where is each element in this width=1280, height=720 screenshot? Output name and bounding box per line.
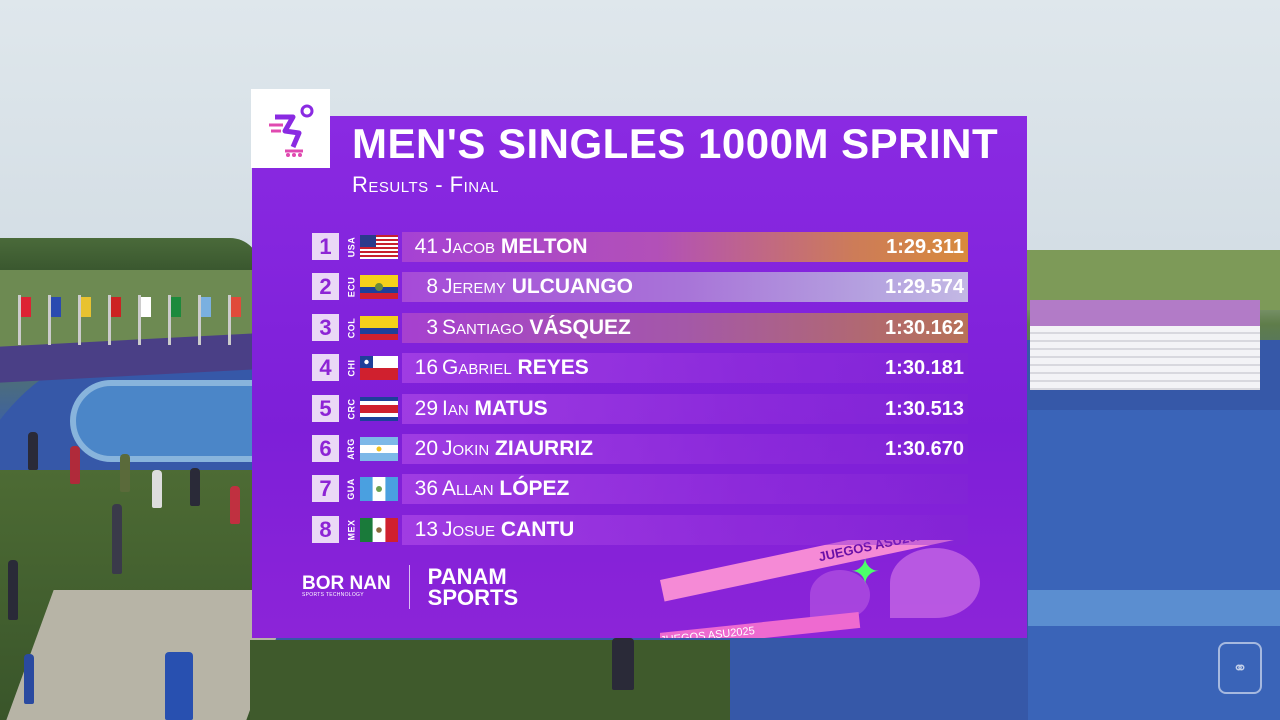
event-title: MEN'S SINGLES 1000M SPRINT [352, 120, 999, 167]
position-badge: 1 [312, 233, 339, 260]
result-bar [402, 514, 968, 545]
country-code: ECU [346, 277, 357, 298]
position-badge: 5 [312, 394, 339, 422]
spectator [152, 470, 162, 508]
result-time: 1:30.162 [885, 316, 964, 339]
athlete-name: Gabriel REYES [442, 356, 589, 380]
spectator [230, 486, 240, 524]
roller-skater-icon [268, 104, 313, 157]
costa-rica-flag-icon [360, 396, 398, 421]
bib-number: 3 [426, 315, 438, 339]
position-badge: 3 [312, 313, 339, 341]
spectator [612, 638, 634, 690]
position-badge: 2 [312, 273, 339, 301]
result-row: 1 USA 41 Jacob MELTON 1:29.311 [312, 232, 972, 262]
usa-flag-icon [360, 235, 398, 259]
olympic-rings-watermark-icon: ⚭ [1218, 642, 1262, 694]
roller-sports-logo [251, 89, 330, 168]
position-badge: 7 [312, 475, 339, 503]
colombia-flag-icon [360, 315, 398, 340]
spectator [190, 468, 200, 506]
country-code: CRC [346, 398, 356, 420]
result-row: 5 CRC 29 Ian MATUS 1:30.513 [312, 393, 972, 424]
spectator [24, 654, 34, 704]
bib-number: 41 [414, 235, 438, 258]
bornan-logo: BOR NAN SPORTS TECHNOLOGY [302, 573, 391, 598]
result-bar [402, 433, 968, 464]
spectator [8, 560, 18, 620]
athlete-name: Santiago VÁSQUEZ [442, 315, 631, 339]
bib-number: 8 [426, 275, 438, 299]
athlete-name: Jeremy ULCUANGO [442, 275, 634, 299]
spectator [70, 446, 80, 484]
country-code: CHI [346, 359, 356, 377]
guatemala-flag-icon [360, 477, 398, 502]
athlete-name: Jacob MELTON [442, 235, 588, 258]
result-bar [402, 474, 968, 505]
skating-track [1028, 410, 1280, 720]
bib-number: 20 [414, 436, 438, 460]
result-bar [402, 353, 968, 384]
result-time: 1:29.574 [885, 276, 964, 299]
result-bar [402, 272, 968, 303]
result-time: 1:30.513 [885, 397, 964, 420]
country-code: USA [346, 236, 357, 258]
position-badge: 8 [312, 515, 339, 543]
results-list: 1 USA 41 Jacob MELTON 1:29.311 2 ECU 8 J… [312, 232, 972, 555]
result-time: 1:30.670 [885, 437, 964, 460]
chile-flag-icon [360, 356, 398, 381]
sponsor-logos: BOR NAN SPORTS TECHNOLOGY PANAM SPORTS [302, 562, 528, 612]
juegos-asu-decoration: ✦ JUEGOS ASU2025 • JUEGOS ASU2025 • JUEG… [660, 540, 1027, 638]
grass-field [250, 640, 730, 720]
spectator [165, 652, 193, 720]
spectator [28, 432, 38, 470]
result-row: 4 CHI 16 Gabriel REYES 1:30.181 [312, 353, 972, 384]
spectator [120, 454, 130, 492]
spectator [112, 504, 122, 574]
athlete-name: Josue CANTU [442, 517, 575, 541]
result-row: 6 ARG 20 Jokin ZIAURRIZ 1:30.670 [312, 433, 972, 464]
result-row: 2 ECU 8 Jeremy ULCUANGO 1:29.574 [312, 272, 972, 303]
result-row: 7 GUA 36 Allan LÓPEZ [312, 474, 972, 505]
argentina-flag-icon [360, 436, 398, 461]
bornan-tagline: SPORTS TECHNOLOGY [302, 592, 364, 598]
ecuador-flag-icon [360, 275, 398, 300]
athlete-name: Ian MATUS [442, 396, 548, 420]
result-row: 3 COL 3 Santiago VÁSQUEZ 1:30.162 [312, 312, 972, 343]
athlete-name: Jokin ZIAURRIZ [442, 436, 594, 460]
track-lane [1028, 590, 1280, 626]
sponsor-divider [408, 565, 410, 609]
position-badge: 6 [312, 434, 339, 462]
country-code: GUA [346, 478, 356, 501]
bib-number: 16 [414, 356, 438, 380]
country-code: COL [346, 317, 356, 339]
result-time: 1:29.311 [886, 236, 964, 258]
juegos-ribbon-small: JUEGOS ASU2025 [660, 612, 861, 638]
flag-row [8, 295, 248, 345]
mexico-flag-icon [360, 517, 398, 542]
result-time: 1:30.181 [885, 357, 964, 380]
result-bar [402, 312, 968, 343]
result-row: 8 MEX 13 Josue CANTU [312, 514, 972, 545]
bib-number: 29 [414, 396, 438, 420]
panam-sports-logo: PANAM SPORTS [427, 564, 519, 610]
country-code: ARG [346, 438, 356, 460]
stands-banner [1030, 300, 1260, 326]
country-code: MEX [346, 519, 357, 541]
event-subtitle: Results - Final [352, 172, 499, 197]
result-bar [402, 393, 968, 424]
bib-number: 36 [414, 477, 438, 501]
bib-number: 13 [414, 517, 438, 541]
athlete-name: Allan LÓPEZ [442, 477, 570, 501]
position-badge: 4 [312, 354, 339, 382]
result-bar [402, 232, 968, 262]
grandstand [1030, 326, 1260, 390]
